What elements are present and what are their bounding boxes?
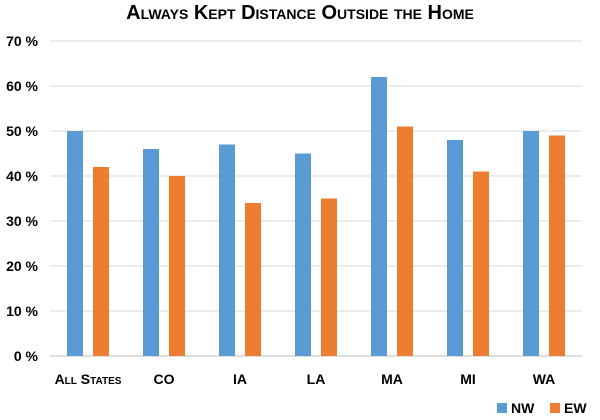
- bar-ew-wa: [549, 135, 565, 356]
- gridlines: [50, 40, 582, 357]
- x-tick-label: WA: [533, 371, 556, 387]
- legend-swatch-nw: [497, 403, 507, 413]
- bar-nw-ma: [371, 77, 387, 356]
- bar-series: [67, 77, 565, 356]
- bar-ew-ia: [245, 203, 261, 356]
- y-tick-label: 50 %: [6, 123, 38, 139]
- x-tick-label: MA: [381, 371, 403, 387]
- bar-ew-all-states: [93, 167, 109, 356]
- bar-nw-ia: [219, 144, 235, 356]
- x-tick-label: All States: [55, 371, 122, 387]
- y-tick-label: 10 %: [6, 303, 38, 319]
- x-tick-label: MI: [460, 371, 476, 387]
- legend: NW EW: [497, 400, 587, 416]
- y-tick-label: 20 %: [6, 258, 38, 274]
- bar-nw-mi: [447, 140, 463, 356]
- y-tick-label: 30 %: [6, 213, 38, 229]
- bar-nw-co: [143, 149, 159, 356]
- y-tick-label: 0 %: [14, 348, 39, 364]
- bar-ew-co: [169, 176, 185, 356]
- bar-nw-wa: [523, 131, 539, 356]
- legend-swatch-ew: [550, 403, 560, 413]
- legend-label-ew: EW: [564, 400, 587, 416]
- y-tick-label: 70 %: [6, 33, 38, 49]
- x-tick-label: IA: [233, 371, 247, 387]
- bar-nw-all-states: [67, 131, 83, 356]
- chart-title: Always Kept Distance Outside the Home: [126, 2, 474, 24]
- x-tick-label: CO: [154, 371, 175, 387]
- bar-ew-la: [321, 198, 337, 356]
- x-axis: All States CO IA LA MA MI WA: [55, 371, 556, 387]
- y-tick-label: 60 %: [6, 78, 38, 94]
- bar-nw-la: [295, 153, 311, 356]
- bar-ew-ma: [397, 126, 413, 356]
- bar-ew-mi: [473, 171, 489, 356]
- x-tick-label: LA: [307, 371, 326, 387]
- y-tick-label: 40 %: [6, 168, 38, 184]
- y-axis: 0 % 10 % 20 % 30 % 40 % 50 % 60 % 70 %: [6, 33, 38, 364]
- legend-label-nw: NW: [511, 400, 535, 416]
